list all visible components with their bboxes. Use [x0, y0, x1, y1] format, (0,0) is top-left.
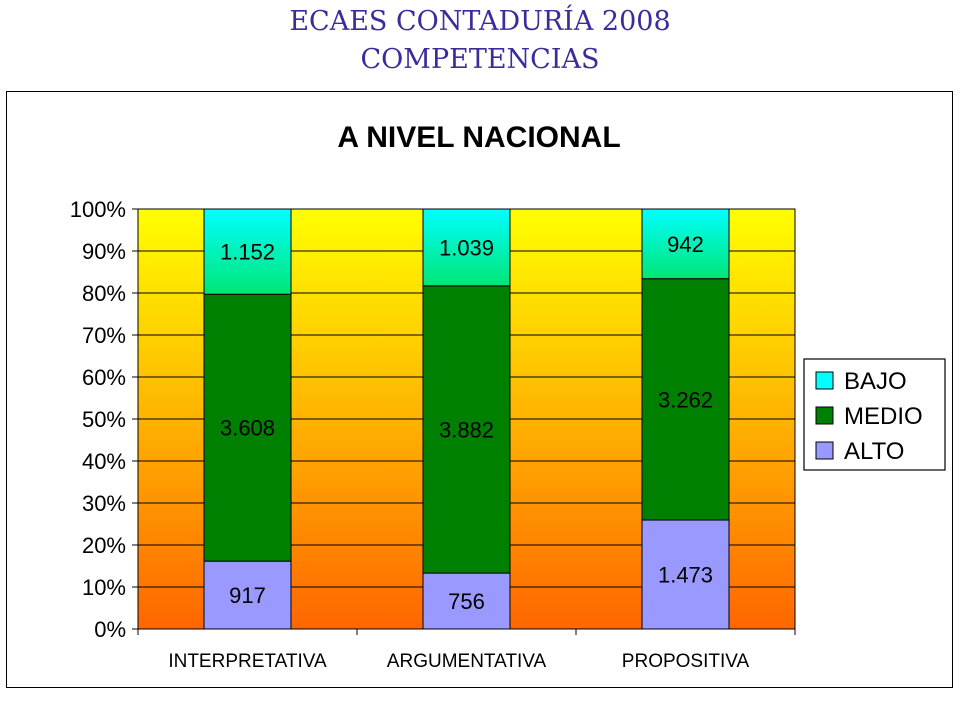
legend-swatch-bajo — [815, 371, 834, 390]
x-tick-label: INTERPRETATIVA — [168, 651, 327, 672]
legend-swatch-medio — [815, 406, 834, 425]
page-title: ECAES CONTADURÍA 2008 — [289, 6, 671, 37]
y-tick-label: 10% — [82, 575, 126, 600]
data-label: 3.882 — [439, 417, 494, 442]
bar-segment-alto — [422, 572, 511, 630]
y-tick-label: 60% — [82, 365, 126, 390]
data-label: 3.608 — [220, 416, 275, 441]
stacked-bar-chart: A NIVEL NACIONAL 0% 10% 20% 30% 40% 50% 60% 70%… — [70, 121, 946, 672]
data-label: 942 — [667, 232, 704, 257]
y-tick-label: 70% — [82, 323, 126, 348]
legend: BAJO MEDIO ALTO — [803, 358, 946, 471]
legend-swatch-alto — [815, 441, 834, 460]
chart-title: A NIVEL NACIONAL — [337, 121, 620, 154]
bar-segment-medio — [203, 293, 292, 562]
data-label: 1.473 — [658, 563, 713, 588]
bar-segment-bajo — [641, 208, 730, 280]
legend-label: MEDIO — [844, 403, 923, 430]
y-tick-label: 90% — [82, 239, 126, 264]
x-tick-label: ARGUMENTATIVA — [387, 651, 547, 672]
y-tick-label: 100% — [70, 197, 126, 222]
legend-label: ALTO — [844, 438, 904, 465]
bar-segment-bajo — [422, 208, 511, 287]
bar-segment-medio — [422, 285, 511, 574]
bar-segment-alto — [203, 560, 292, 630]
y-tick-label: 0% — [94, 617, 126, 642]
legend-label: BAJO — [844, 368, 907, 395]
bar-segment-medio — [641, 278, 730, 521]
x-tick-label: PROPOSITIVA — [622, 651, 750, 672]
chart-area: A NIVEL NACIONAL 0% 10% 20% 30% 40% 50% 60% 70%… — [6, 91, 953, 688]
y-tick-label: 20% — [82, 533, 126, 558]
data-label: 756 — [448, 589, 485, 614]
data-label: 3.262 — [658, 387, 713, 412]
y-tick-label: 80% — [82, 281, 126, 306]
data-label: 1.152 — [220, 240, 275, 265]
page-subtitle: COMPETENCIAS — [360, 44, 600, 75]
y-tick-label: 40% — [82, 449, 126, 474]
data-label: 1.039 — [439, 235, 494, 260]
bar-segment-bajo — [203, 208, 292, 295]
y-tick-label: 30% — [82, 491, 126, 516]
data-label: 917 — [229, 583, 266, 608]
y-tick-label: 50% — [82, 407, 126, 432]
